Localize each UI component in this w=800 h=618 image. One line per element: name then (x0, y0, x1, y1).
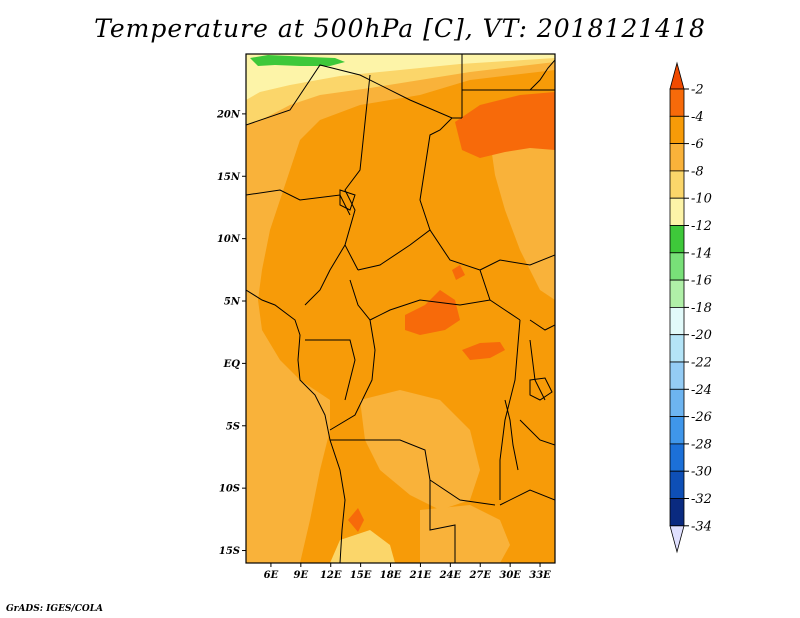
lon-tick-label: 21E (409, 570, 432, 581)
colorbar-swatch (669, 143, 685, 172)
colorbar-swatch (669, 416, 685, 445)
boundary-drc-east (499, 319, 521, 500)
boundary-tanzania (519, 419, 555, 446)
boundary-sudan-south (479, 254, 555, 271)
boundary-cameroon-car (349, 279, 376, 351)
colorbar-label: -34 (691, 519, 712, 534)
colorbar-label: -4 (691, 110, 704, 125)
colorbar-label: -2 (691, 83, 704, 98)
field-east-light-orange (490, 120, 555, 300)
colorbar-swatch (669, 88, 685, 117)
lat-tick-label: 15S (219, 546, 240, 557)
colorbar-swatch (669, 225, 685, 254)
colorbar-swatch (669, 170, 685, 199)
boundary-drc-angola (330, 439, 496, 506)
coastline-west (246, 289, 346, 563)
field-south-warm (348, 508, 364, 532)
colorbar-label: -16 (691, 274, 712, 289)
colorbar-label: -24 (691, 383, 712, 398)
field-center-light-orange (360, 390, 480, 510)
boundary-uganda-kenya (529, 339, 546, 401)
field-west-light-orange (246, 54, 555, 563)
lon-tick-label: 33E (529, 570, 551, 581)
field-northeast-warm (455, 92, 555, 158)
boundary-zambia-mozambique (499, 489, 555, 506)
colorbar-label: -10 (691, 192, 712, 207)
boundary-south-sudan-east (529, 319, 555, 331)
colorbar-label: -28 (691, 437, 712, 452)
colorbar-swatch (669, 470, 685, 499)
colorbar-swatch (669, 443, 685, 472)
colorbar-label: -14 (691, 246, 712, 261)
lat-tick-label: 10S (219, 484, 240, 495)
field-central-warm-2 (462, 342, 505, 360)
field-southwest-pale (330, 530, 395, 563)
boundary-congo-drc (329, 349, 376, 431)
lat-tick-label: EQ (223, 359, 241, 370)
lon-tick-label: 24E (439, 570, 462, 581)
colorbar-label: -8 (691, 164, 704, 179)
lon-tick-label: 9E (294, 570, 309, 581)
field-green-patch (250, 55, 345, 66)
colorbar-swatch (669, 115, 685, 145)
country-boundaries (246, 54, 555, 563)
boundary-niger-nigeria (246, 189, 351, 216)
field-small-warm (452, 265, 465, 280)
colorbar-swatch (669, 252, 685, 281)
field-south-light-orange (420, 505, 510, 563)
colorbar-swatch (669, 388, 685, 417)
colorbar-label: -32 (691, 492, 712, 507)
colorbar-swatch (669, 279, 685, 308)
boundary-angola-zambia (429, 480, 456, 563)
lat-tick-label: 15N (217, 172, 241, 183)
lat-tick-label: 5S (226, 421, 240, 432)
colorbar-label: -18 (691, 301, 712, 316)
colorbar-swatch (669, 334, 685, 363)
colorbar: -2 -4 -6 -8 -10 -12 -14 -16 -18 -20 -22 -24 -26 -28 -3… (669, 61, 712, 554)
field-central-warm (405, 290, 460, 335)
boundary-chad-sudan (419, 117, 453, 231)
boundary-car-drc (369, 299, 521, 321)
lon-tick-label: 6E (264, 570, 279, 581)
colorbar-swatch (669, 197, 685, 226)
colorbar-top-arrow (669, 61, 685, 90)
lake-victoria (529, 377, 553, 401)
plot-frame (245, 53, 556, 564)
colorbar-label: -12 (691, 219, 712, 234)
lake-tanganyika (504, 399, 519, 471)
red-sea-coast (529, 59, 555, 91)
boundary-nigeria-cameroon (304, 244, 346, 306)
boundary-niger-chad (344, 74, 371, 271)
colorbar-swatch (669, 306, 685, 336)
lon-tick-label: 12E (320, 570, 342, 581)
colorbar-label: -26 (691, 410, 712, 425)
map-title: Temperature at 500hPa [C], VT: 201812141… (94, 14, 706, 43)
lat-tick-label: 5N (224, 297, 241, 308)
boundary-gabon-congo (305, 339, 356, 401)
colorbar-label: -30 (691, 465, 712, 480)
temperature-field (246, 54, 555, 563)
lon-tick-label: 18E (380, 570, 402, 581)
lon-tick-label: 30E (499, 570, 521, 581)
grads-credit: GrADS: IGES/COLA (6, 604, 104, 614)
lat-tick-label: 20N (216, 109, 241, 120)
colorbar-label: -22 (691, 356, 712, 371)
colorbar-label: -20 (691, 328, 712, 343)
lon-tick-label: 15E (350, 570, 372, 581)
lake-chad (339, 189, 356, 211)
colorbar-swatch (669, 361, 685, 390)
colorbar-label: -6 (691, 137, 704, 152)
longitude-axis: 6E 9E 12E 15E 18E 21E 24E 27E 30E 33E (264, 563, 551, 581)
lon-tick-label: 27E (468, 570, 491, 581)
colorbar-bottom-arrow (669, 525, 685, 554)
lat-tick-label: 10N (217, 234, 241, 245)
latitude-axis: 20N 15N 10N 5N EQ 5S 10S 15S (216, 109, 246, 557)
colorbar-swatch (669, 498, 685, 527)
